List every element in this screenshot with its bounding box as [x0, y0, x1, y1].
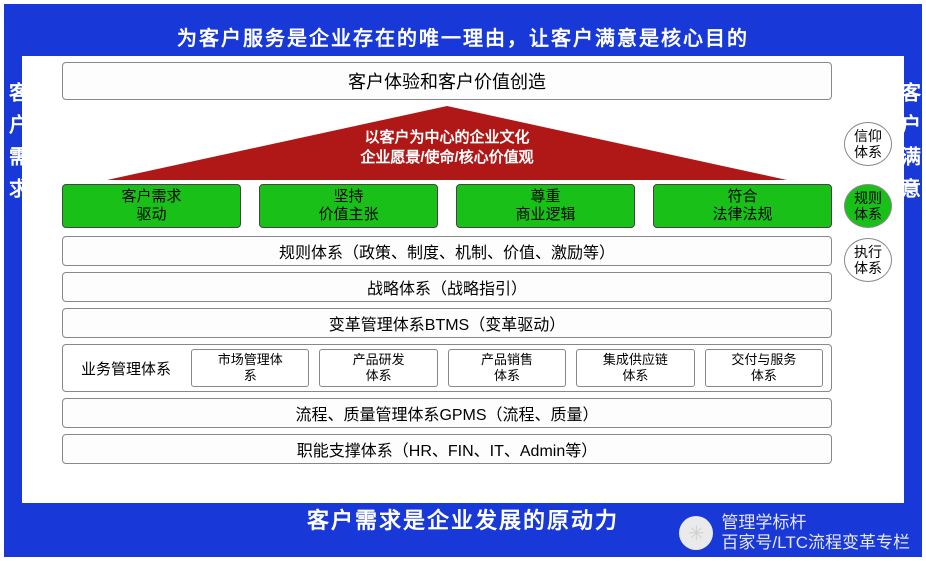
- row-rules: 规则体系（政策、制度、机制、价值、激励等）: [62, 236, 832, 266]
- top-banner: 为客户服务是企业存在的唯一理由，让客户满意是核心目的: [22, 22, 904, 56]
- badge-execute: 执行 体系: [844, 238, 892, 282]
- bottom-banner: 客户需求是企业发展的原动力: [22, 503, 904, 539]
- badge-rules: 规则 体系: [844, 184, 892, 228]
- row-btms: 变革管理体系BTMS（变革驱动）: [62, 308, 832, 338]
- row-gpms: 流程、质量管理体系GPMS（流程、质量）: [62, 398, 832, 428]
- row-support: 职能支撑体系（HR、FIN、IT、Admin等）: [62, 434, 832, 464]
- top-box: 客户体验和客户价值创造: [62, 62, 832, 100]
- row-strategy: 战略体系（战略指引）: [62, 272, 832, 302]
- triangle-line1: 以客户为中心的企业文化: [62, 128, 832, 148]
- green-row: 客户需求 驱动 坚持 价值主张 尊重 商业逻辑 符合 法律法规: [62, 184, 832, 228]
- biz-sub-4: 交付与服务 体系: [705, 349, 823, 387]
- biz-sub-3: 集成供应链 体系: [576, 349, 694, 387]
- triangle-text: 以客户为中心的企业文化 企业愿景/使命/核心价值观: [62, 128, 832, 168]
- side-label-left: 客户需求: [6, 82, 28, 502]
- triangle-section: 以客户为中心的企业文化 企业愿景/使命/核心价值观: [62, 106, 832, 180]
- row-business: 业务管理体系 市场管理体 系 产品研发 体系 产品销售 体系 集成供应链 体系 …: [62, 344, 832, 392]
- content-area: 客户体验和客户价值创造 以客户为中心的企业文化 企业愿景/使命/核心价值观 客户…: [62, 62, 864, 499]
- biz-sub-2: 产品销售 体系: [448, 349, 566, 387]
- biz-sub-1: 产品研发 体系: [319, 349, 437, 387]
- badge-belief: 信仰 体系: [844, 122, 892, 166]
- diagram-frame: 为客户服务是企业存在的唯一理由，让客户满意是核心目的 客户需求是企业发展的原动力…: [4, 4, 922, 557]
- green-box-3: 符合 法律法规: [653, 184, 832, 228]
- green-box-2: 尊重 商业逻辑: [456, 184, 635, 228]
- green-box-0: 客户需求 驱动: [62, 184, 241, 228]
- side-label-right: 客户满意: [898, 82, 920, 502]
- biz-label: 业务管理体系: [71, 358, 181, 379]
- triangle-line2: 企业愿景/使命/核心价值观: [62, 148, 832, 168]
- biz-sub-0: 市场管理体 系: [191, 349, 309, 387]
- green-box-1: 坚持 价值主张: [259, 184, 438, 228]
